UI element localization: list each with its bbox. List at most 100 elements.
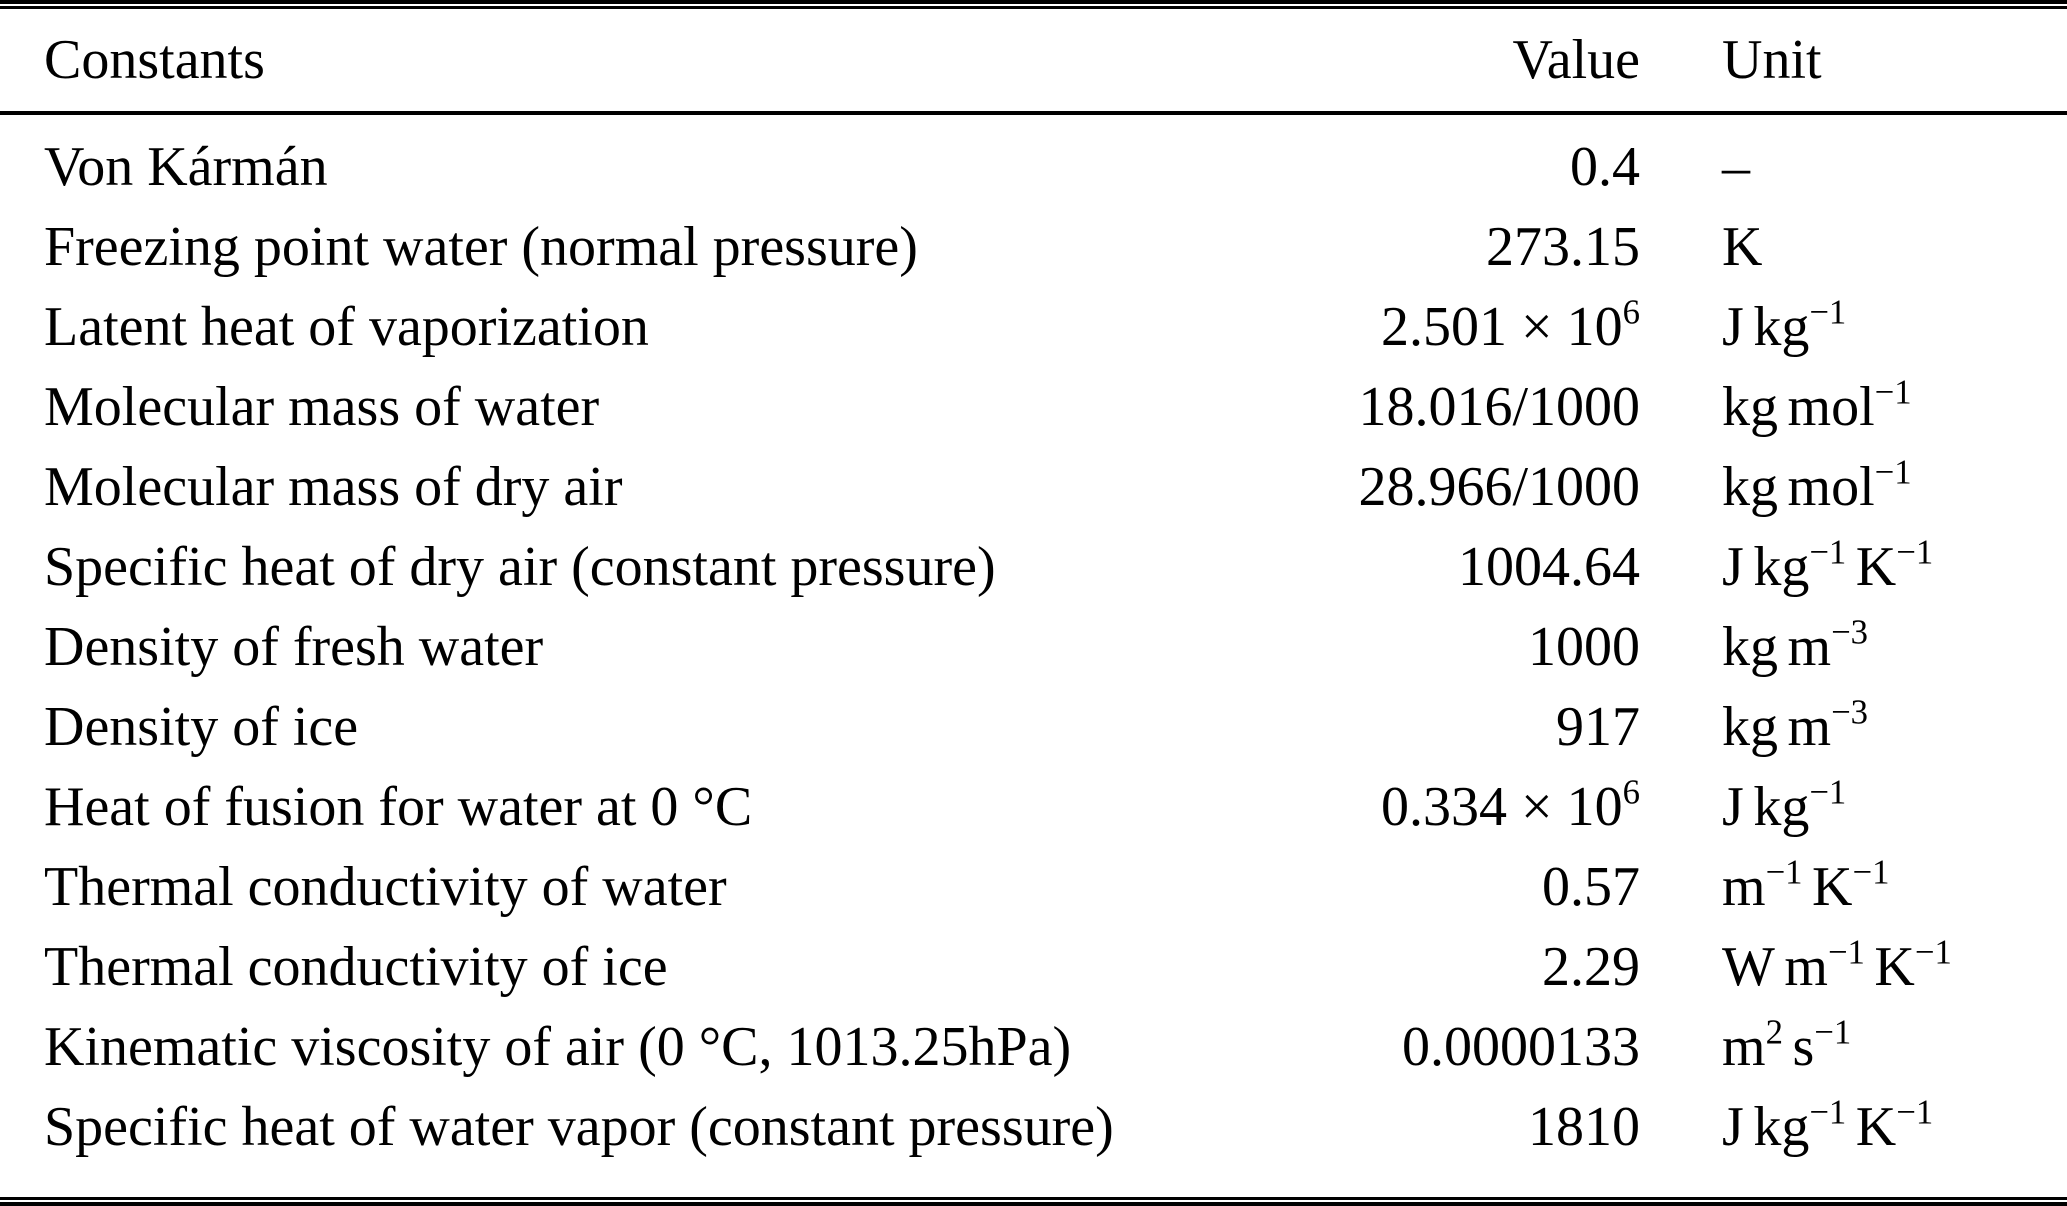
unit-exponent: −1 (1809, 532, 1847, 572)
constant-unit: m−1 K−1 (1722, 852, 2067, 919)
constant-name: Von Kármán (44, 136, 328, 198)
constant-value: 1004.64 (1240, 535, 1640, 599)
constant-name: Latent heat of vaporization (44, 296, 649, 358)
header-constants: Constants (44, 29, 265, 91)
top-rule (0, 0, 2067, 9)
table-body: Von Kármán 0.4 – Freezing point water (norm… (0, 115, 2067, 1167)
constant-name: Density of ice (44, 696, 359, 758)
value-text: 1810 (1528, 1096, 1640, 1158)
top-rule-thin (0, 6, 2067, 9)
unit-token: kg−1 (1753, 292, 1846, 358)
unit-token: s−1 (1792, 1012, 1851, 1078)
unit-token: K−1 (1874, 932, 1951, 998)
value-text: 2.501 × 10 (1381, 296, 1623, 358)
bottom-rule-thin (0, 1197, 2067, 1200)
value-text: 0.57 (1542, 856, 1640, 918)
constant-unit: kg m−3 (1722, 692, 2067, 759)
header-separator-rule (0, 111, 2067, 115)
constant-value: 273.15 (1240, 215, 1640, 279)
table-row: Von Kármán 0.4 – (0, 127, 2067, 207)
constant-value: 0.0000133 (1240, 1015, 1640, 1079)
constant-value: 2.501 × 106 (1240, 292, 1640, 359)
unit-token: kg−1 (1753, 1092, 1846, 1158)
constant-name: Freezing point water (normal pressure) (44, 216, 918, 278)
unit-text: K (1855, 536, 1897, 598)
value-text: 917 (1556, 696, 1640, 758)
value-text: 1004.64 (1458, 536, 1640, 598)
value-text: 1000 (1528, 616, 1640, 678)
value-text: 18.016/1000 (1358, 376, 1640, 438)
table-row: Thermal conductivity of water 0.57 m−1 K−1 (0, 847, 2067, 927)
unit-token: mol−1 (1788, 452, 1912, 518)
table-row: Molecular mass of dry air 28.966/1000 kg mo… (0, 447, 2067, 527)
unit-exponent: −1 (1809, 1092, 1847, 1132)
unit-token: m−1 (1784, 932, 1865, 998)
unit-exponent: −1 (1896, 532, 1934, 572)
unit-token: K−1 (1855, 532, 1933, 598)
unit-text: m (1722, 856, 1766, 918)
header-unit: Unit (1722, 29, 1822, 91)
unit-exponent: −1 (1852, 852, 1890, 892)
constant-name: Heat of fusion for water at 0 °C (44, 776, 753, 838)
unit-exponent: −1 (1809, 292, 1847, 332)
unit-exponent: −1 (1914, 932, 1952, 972)
constant-value: 2.29 (1240, 935, 1640, 999)
unit-text: J (1722, 776, 1744, 838)
unit-token: J (1722, 536, 1744, 598)
unit-token: kg (1722, 456, 1778, 518)
unit-token: kg (1722, 376, 1778, 438)
unit-token: K−1 (1812, 852, 1889, 918)
value-text: 0.0000133 (1402, 1016, 1640, 1078)
constant-unit: m2 s−1 (1722, 1012, 2067, 1079)
unit-text: kg (1722, 376, 1778, 438)
unit-exponent: 2 (1765, 1012, 1783, 1052)
constant-name: Specific heat of water vapor (constant p… (44, 1096, 1114, 1158)
unit-exponent: −1 (1814, 1012, 1852, 1052)
unit-text: kg (1722, 696, 1778, 758)
unit-text: kg (1722, 456, 1778, 518)
unit-text: K (1722, 216, 1763, 278)
unit-token: m−1 (1722, 852, 1803, 918)
unit-text: – (1722, 136, 1750, 198)
bottom-rule-gap (0, 1200, 2067, 1202)
unit-exponent: −1 (1896, 1092, 1934, 1132)
unit-text: K (1874, 936, 1915, 998)
unit-token: K−1 (1855, 1092, 1933, 1158)
unit-exponent: −1 (1827, 932, 1865, 972)
value-exponent: 6 (1622, 772, 1640, 812)
unit-text: J (1722, 1096, 1744, 1158)
unit-text: m (1787, 696, 1832, 758)
unit-exponent: −1 (1874, 372, 1912, 412)
bottom-rule (0, 1197, 2067, 1206)
value-text: 0.4 (1570, 136, 1640, 198)
unit-token: kg−1 (1753, 772, 1846, 838)
constant-value: 0.57 (1240, 855, 1640, 919)
table-header-row: Constants Value Unit (0, 9, 2067, 111)
unit-token: m−3 (1787, 612, 1869, 678)
constant-unit: kg mol−1 (1722, 452, 2067, 519)
table-row: Kinematic viscosity of air (0 °C, 1013.2… (0, 1007, 2067, 1087)
table-row: Freezing point water (normal pressure) 27… (0, 207, 2067, 287)
unit-text: m (1787, 616, 1832, 678)
table-row: Density of ice 917 kg m−3 (0, 687, 2067, 767)
unit-token: mol−1 (1788, 372, 1912, 438)
constant-value: 1000 (1240, 615, 1640, 679)
constant-unit: kg mol−1 (1722, 372, 2067, 439)
bottom-rule-thick (0, 1202, 2067, 1206)
value-text: 2.29 (1542, 936, 1640, 998)
unit-text: s (1792, 1016, 1815, 1078)
unit-token: W (1722, 936, 1775, 998)
table-row: Specific heat of dry air (constant press… (0, 527, 2067, 607)
unit-exponent: −1 (1809, 772, 1847, 812)
unit-text: kg (1753, 296, 1810, 358)
constant-value: 28.966/1000 (1240, 455, 1640, 519)
table-row: Density of fresh water 1000 kg m−3 (0, 607, 2067, 687)
constant-value: 0.4 (1240, 135, 1640, 199)
value-text: 28.966/1000 (1358, 456, 1640, 518)
constant-name: Thermal conductivity of ice (44, 936, 668, 998)
constant-name: Specific heat of dry air (constant press… (44, 536, 996, 598)
unit-text: K (1855, 1096, 1897, 1158)
